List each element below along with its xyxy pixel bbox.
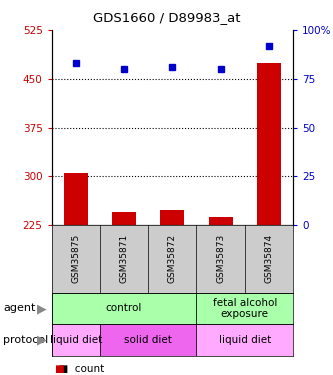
- Bar: [52, 292, 196, 324]
- Text: ▶: ▶: [37, 302, 46, 315]
- Bar: [196, 324, 293, 356]
- Bar: [196, 292, 293, 324]
- Text: agent: agent: [3, 303, 36, 313]
- Text: protocol: protocol: [3, 335, 49, 345]
- Text: ■: ■: [54, 364, 64, 374]
- Bar: [52, 324, 100, 356]
- Text: GSM35875: GSM35875: [71, 234, 80, 284]
- Bar: [257, 63, 281, 225]
- Text: solid diet: solid diet: [124, 335, 172, 345]
- Text: liquid diet: liquid diet: [50, 335, 102, 345]
- Bar: [100, 324, 196, 356]
- Text: GDS1660 / D89983_at: GDS1660 / D89983_at: [93, 11, 240, 24]
- Text: fetal alcohol
exposure: fetal alcohol exposure: [212, 298, 277, 319]
- Bar: [112, 212, 136, 225]
- Bar: [208, 217, 233, 225]
- Text: GSM35871: GSM35871: [120, 234, 129, 284]
- Text: GSM35873: GSM35873: [216, 234, 225, 284]
- Text: ■  count: ■ count: [52, 364, 104, 374]
- Text: liquid diet: liquid diet: [219, 335, 271, 345]
- Bar: [64, 173, 88, 225]
- Text: ▶: ▶: [37, 334, 46, 347]
- Text: GSM35874: GSM35874: [264, 234, 273, 284]
- Text: GSM35872: GSM35872: [168, 234, 177, 284]
- Text: control: control: [106, 303, 142, 313]
- Bar: [160, 210, 184, 225]
